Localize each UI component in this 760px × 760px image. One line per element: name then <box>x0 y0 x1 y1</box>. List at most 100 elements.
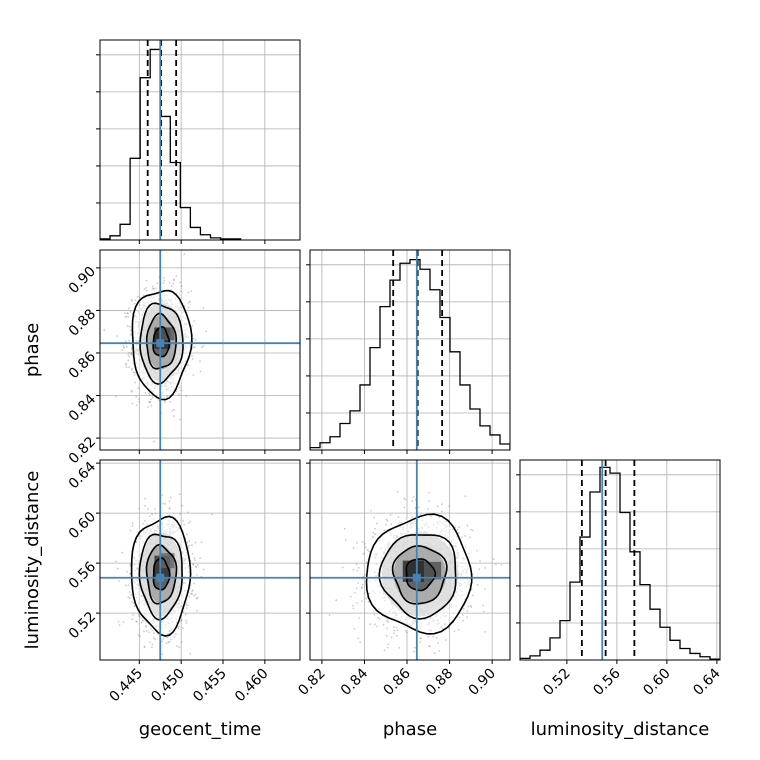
sample-point <box>360 600 363 602</box>
sample-point <box>191 592 193 595</box>
sample-point <box>186 541 189 544</box>
sample-point <box>145 287 148 289</box>
truth-marker <box>412 573 421 582</box>
sample-point <box>444 639 447 641</box>
sample-point <box>177 627 180 630</box>
sample-point <box>152 637 155 639</box>
sample-point <box>126 325 129 328</box>
sample-point <box>448 627 451 629</box>
sample-point <box>374 533 376 535</box>
sample-point <box>440 510 443 513</box>
sample-point <box>128 366 130 368</box>
sample-point <box>168 641 171 644</box>
panel-frame <box>309 459 511 661</box>
sample-point <box>166 636 169 639</box>
sample-point <box>154 508 156 510</box>
sample-point <box>135 620 138 623</box>
sample-point <box>153 440 155 443</box>
panel-frame <box>519 459 721 661</box>
sample-point <box>135 395 138 398</box>
sample-point <box>364 542 366 545</box>
histogram-step <box>520 466 720 660</box>
sample-point <box>145 624 147 627</box>
sample-point <box>188 540 191 543</box>
sample-point <box>142 522 144 525</box>
sample-point <box>405 631 408 634</box>
sample-point <box>181 627 184 629</box>
sample-point <box>127 316 130 318</box>
sample-point <box>211 513 213 516</box>
y-tick-label: 0.52 <box>66 609 99 642</box>
sample-point <box>133 605 136 608</box>
sample-point <box>130 389 133 392</box>
sample-point <box>368 592 371 595</box>
x-tick-label: 0.56 <box>590 665 623 698</box>
sample-point <box>352 607 355 610</box>
sample-point <box>143 630 145 633</box>
density-bin <box>161 553 175 569</box>
sample-point <box>437 642 439 644</box>
y-tick-label: 0.56 <box>66 559 99 592</box>
sample-point <box>470 588 473 591</box>
sample-point <box>127 359 130 362</box>
sample-point <box>124 584 127 587</box>
sample-point <box>138 507 141 510</box>
sample-point <box>117 620 120 623</box>
sample-point <box>201 346 204 349</box>
x-tick-label: 0.455 <box>190 666 230 706</box>
sample-point <box>196 574 199 576</box>
sample-point <box>170 628 173 631</box>
sample-point <box>357 566 360 569</box>
x-axis-label-phase: phase <box>383 719 437 740</box>
sample-point <box>115 395 117 398</box>
sample-point <box>428 500 430 502</box>
sample-point <box>188 544 191 547</box>
x-axis-label-luminosity_distance: luminosity_distance <box>531 719 710 740</box>
contour-line <box>391 545 448 605</box>
sample-point <box>154 512 157 515</box>
sample-point <box>191 590 194 593</box>
sample-point <box>153 632 155 635</box>
sample-point <box>428 491 430 494</box>
sample-point <box>403 506 406 509</box>
sample-point <box>131 367 134 370</box>
scatter-panel-geocent_time-vs-phase <box>96 249 301 454</box>
sample-point <box>151 288 154 290</box>
sample-point <box>176 645 179 647</box>
sample-point <box>169 496 172 499</box>
sample-point <box>193 557 196 560</box>
sample-point <box>149 641 152 644</box>
sample-point <box>126 312 129 315</box>
sample-point <box>175 275 178 277</box>
sample-point <box>167 641 170 643</box>
sample-point <box>145 629 148 632</box>
sample-point <box>131 522 134 525</box>
sample-point <box>404 630 407 632</box>
sample-point <box>395 626 398 629</box>
sample-point <box>420 513 422 515</box>
sample-point <box>413 646 416 649</box>
sample-point <box>372 535 374 538</box>
sample-point <box>375 522 378 525</box>
sample-point <box>148 392 151 395</box>
sample-point <box>182 520 184 522</box>
sample-point <box>195 597 198 600</box>
sample-point <box>118 580 120 582</box>
panel-frame <box>99 249 301 451</box>
sample-point <box>125 346 128 348</box>
sample-point <box>471 594 474 597</box>
sample-point <box>335 599 338 602</box>
sample-point <box>193 559 196 561</box>
sample-point <box>128 351 131 354</box>
sample-point <box>132 371 135 374</box>
sample-point <box>127 353 130 356</box>
sample-point <box>467 605 470 608</box>
sample-point <box>129 572 132 575</box>
sample-point <box>103 329 106 332</box>
sample-point <box>164 401 166 403</box>
sample-point <box>130 329 132 332</box>
sample-point <box>122 621 125 624</box>
sample-point <box>438 650 441 652</box>
histogram-panel-phase <box>306 249 511 454</box>
sample-point <box>196 596 199 599</box>
